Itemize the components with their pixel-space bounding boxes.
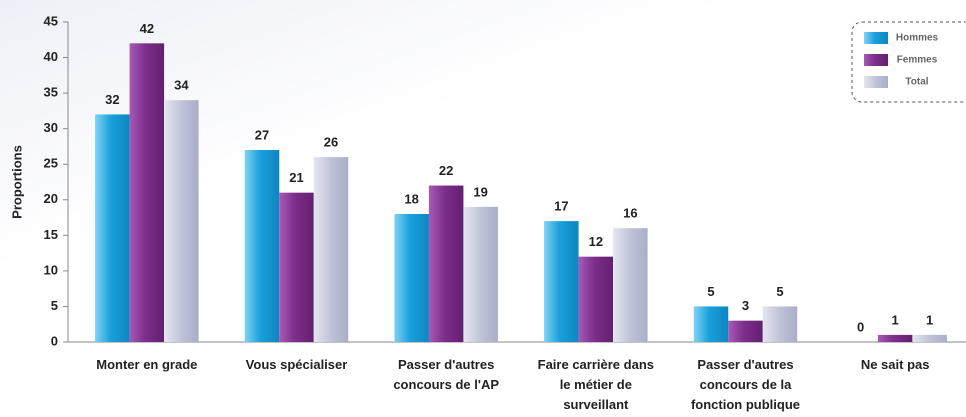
bar	[244, 150, 280, 342]
value-label: 16	[623, 206, 637, 221]
value-label: 22	[439, 163, 453, 178]
x-tick-label: Passer d'autres concours de la fonction pu…	[691, 357, 800, 412]
value-label: 34	[174, 78, 189, 93]
bar	[463, 206, 498, 342]
y-tick-label: 10	[44, 262, 58, 277]
bar	[728, 320, 763, 342]
value-label: 27	[255, 127, 269, 142]
bar	[912, 334, 947, 342]
y-tick-label: 20	[44, 191, 58, 206]
legend-swatch	[864, 76, 888, 88]
bar	[279, 192, 314, 342]
bar	[762, 306, 798, 342]
value-label: 42	[140, 21, 154, 36]
value-label: 17	[554, 199, 568, 214]
value-label: 18	[404, 191, 418, 206]
legend-swatch	[864, 54, 888, 66]
value-label: 3	[742, 298, 749, 313]
value-label: 1	[892, 312, 899, 327]
value-label: 19	[473, 184, 487, 199]
legend-box	[851, 21, 966, 103]
bar	[164, 100, 199, 342]
y-tick-label: 30	[44, 120, 58, 135]
x-tick-label: Vous spécialiser	[246, 357, 348, 372]
y-axis-label: Proportions	[9, 145, 24, 219]
y-tick-label: 45	[44, 13, 58, 28]
bar	[693, 306, 729, 342]
x-tick-label: Monter en grade	[96, 357, 197, 372]
legend-label: Hommes	[896, 33, 939, 44]
bar	[394, 214, 429, 342]
value-label: 26	[324, 135, 338, 150]
bar	[544, 221, 579, 342]
value-label: 1	[926, 312, 933, 327]
x-tick-label: Passer d'autres concours de l'AP	[393, 357, 499, 392]
legend-label: Total	[905, 77, 928, 88]
legend-swatch	[864, 32, 888, 44]
bar	[613, 228, 648, 342]
value-label: 5	[707, 284, 714, 299]
legend-label: Femmes	[897, 55, 938, 66]
x-tick-label: Faire carrière dans le métier de surveilla…	[538, 357, 654, 412]
bar	[877, 334, 913, 342]
x-tick-label: Ne sait pas	[861, 357, 930, 372]
value-label: 12	[589, 234, 603, 249]
y-tick-label: 25	[44, 156, 58, 171]
value-label: 0	[857, 319, 864, 334]
value-label: 5	[776, 284, 783, 299]
value-label: 32	[105, 92, 119, 107]
y-tick-label: 5	[51, 298, 58, 313]
bar	[428, 185, 464, 342]
bar	[95, 114, 130, 342]
value-label: 21	[289, 170, 303, 185]
y-tick-label: 15	[44, 227, 58, 242]
y-tick-label: 35	[44, 85, 58, 100]
y-tick-label: 0	[51, 333, 58, 348]
bar	[313, 157, 349, 342]
y-tick-label: 40	[44, 49, 58, 64]
bar	[129, 43, 165, 342]
bar	[578, 256, 614, 342]
